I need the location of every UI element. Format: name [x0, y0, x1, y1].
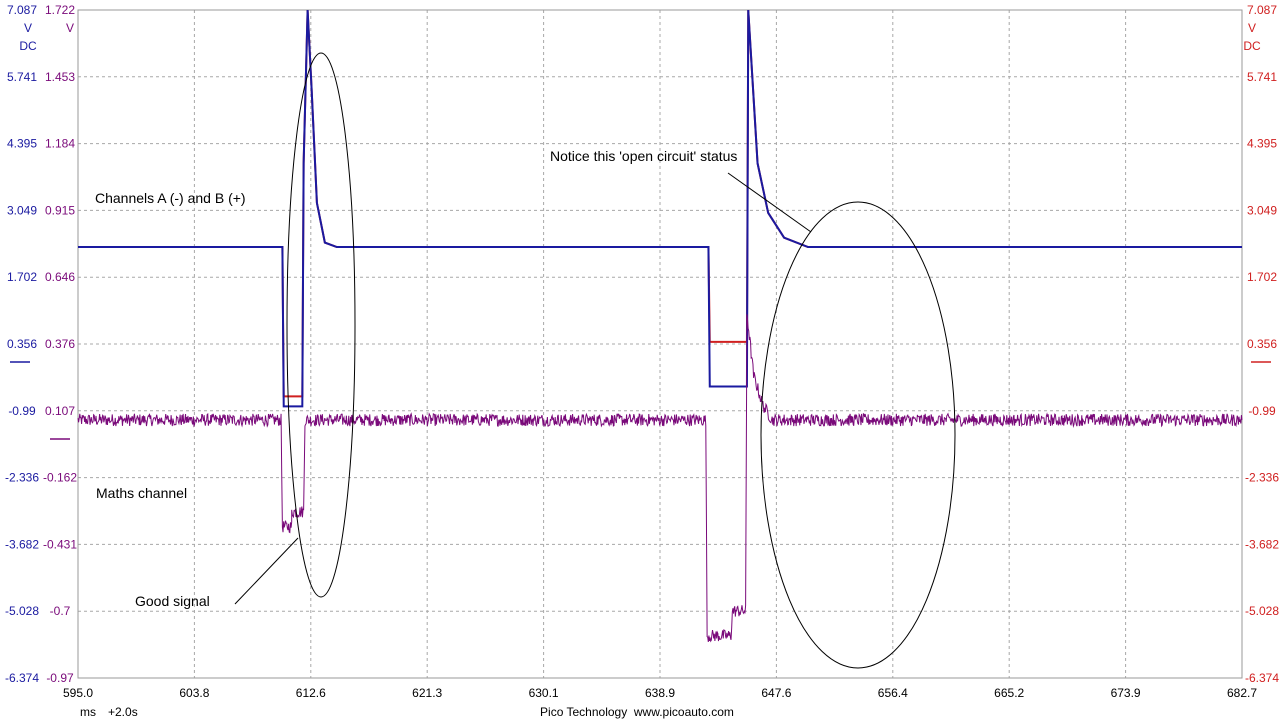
left-inner-axis: 1.722 1.453 1.184 0.915 0.646 0.376 0.107 -0.16…	[43, 3, 77, 685]
left-outer-tick-label: -0.99	[8, 404, 36, 418]
left-inner-unit: V	[66, 21, 74, 35]
left-outer-unit: V	[24, 21, 32, 35]
left-outer-tick-label: -6.374	[5, 671, 39, 685]
open-circuit-ellipse	[760, 201, 956, 669]
x-tick-label: 603.8	[179, 686, 209, 700]
x-unit: ms	[80, 705, 96, 719]
right-tick-label: 7.087	[1247, 3, 1277, 17]
x-tick-label: 630.1	[529, 686, 559, 700]
right-tick-label: 4.395	[1247, 137, 1277, 151]
x-tick-label: 638.9	[645, 686, 675, 700]
left-inner-tick-label: 0.915	[45, 203, 75, 217]
left-outer-tick-label: 4.395	[7, 137, 37, 151]
left-outer-tick-label: 3.049	[7, 203, 37, 217]
open-circuit-label: Notice this 'open circuit' status	[550, 148, 737, 164]
x-tick-label: 621.3	[412, 686, 442, 700]
good-signal-pointer	[234, 537, 299, 605]
x-tick-label: 665.2	[994, 686, 1024, 700]
right-tick-label: -6.374	[1245, 671, 1279, 685]
right-tick-label: 3.049	[1247, 203, 1277, 217]
right-tick-label: -5.028	[1245, 604, 1279, 618]
x-tick-label: 595.0	[63, 686, 93, 700]
left-inner-tick-label: 0.646	[45, 270, 75, 284]
right-tick-label: -3.682	[1245, 537, 1279, 551]
right-tick-label: -0.99	[1248, 404, 1276, 418]
open-circuit-pointer	[727, 172, 812, 233]
left-inner-tick-label: -0.97	[46, 671, 74, 685]
time-offset: +2.0s	[108, 705, 138, 719]
left-inner-tick-label: 0.376	[45, 337, 75, 351]
left-outer-tick-label: 7.087	[7, 3, 37, 17]
left-inner-tick-label: 0.107	[45, 404, 75, 418]
right-tick-label: 5.741	[1247, 70, 1277, 84]
x-tick-label: 656.4	[878, 686, 908, 700]
left-outer-tick-label: 5.741	[7, 70, 37, 84]
left-outer-tick-label: 0.356	[7, 337, 37, 351]
right-coupling: DC	[1243, 39, 1261, 53]
maths-label: Maths channel	[96, 485, 187, 501]
left-inner-tick-label: 1.453	[45, 70, 75, 84]
left-inner-tick-label: -0.7	[50, 604, 71, 618]
grid	[77, 9, 1243, 679]
left-outer-tick-label: -2.336	[5, 471, 39, 485]
plot-frame	[77, 9, 1243, 679]
left-inner-tick-label: -0.431	[43, 537, 77, 551]
x-axis: 595.0 603.8 612.6 621.3 630.1 638.9 647.6 656.4…	[63, 686, 1257, 700]
channels-label: Channels A (-) and B (+)	[95, 190, 246, 206]
x-tick-label: 647.6	[761, 686, 791, 700]
x-tick-label: 682.7	[1227, 686, 1257, 700]
left-inner-tick-label: 1.722	[45, 3, 75, 17]
left-outer-coupling: DC	[19, 39, 37, 53]
x-tick-label: 673.9	[1111, 686, 1141, 700]
series-line-2	[77, 314, 1243, 643]
right-axis: 7.087 5.741 4.395 3.049 1.702 0.356 -0.99 -2.33…	[1245, 3, 1279, 685]
footer-brand: Pico Technology www.picoauto.com	[540, 705, 734, 719]
left-inner-tick-label: -0.162	[43, 471, 77, 485]
good-signal-label: Good signal	[135, 593, 210, 609]
right-tick-label: 0.356	[1247, 337, 1277, 351]
left-outer-tick-label: -5.028	[5, 604, 39, 618]
left-outer-axis: 7.087 5.741 4.395 3.049 1.702 0.356 -0.99 -2.33…	[5, 3, 39, 685]
left-inner-tick-label: 1.184	[45, 137, 75, 151]
series-line-1	[78, 9, 1242, 408]
left-outer-tick-label: 1.702	[7, 270, 37, 284]
traces	[77, 9, 1243, 643]
right-tick-label: -2.336	[1245, 471, 1279, 485]
right-unit: V	[1248, 21, 1256, 35]
x-tick-label: 612.6	[296, 686, 326, 700]
left-outer-tick-label: -3.682	[5, 537, 39, 551]
good-signal-ellipse	[286, 52, 356, 598]
right-tick-label: 1.702	[1247, 270, 1277, 284]
